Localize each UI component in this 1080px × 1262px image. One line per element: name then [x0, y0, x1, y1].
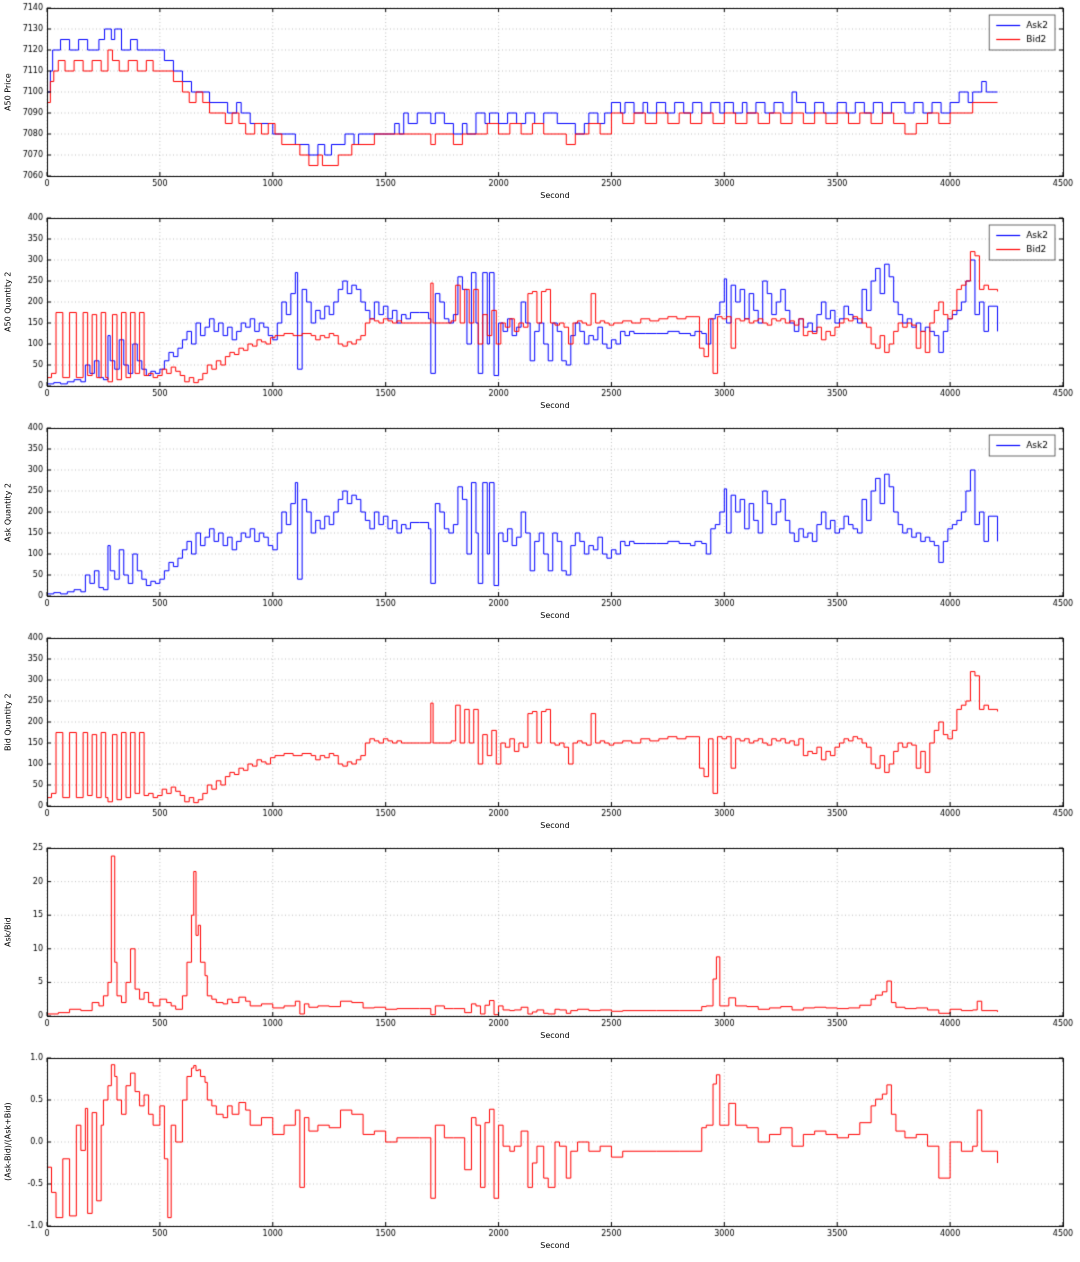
- subplot-imbalance: (Ask-Bid)/(Ask+Bid) Second: [0, 1050, 1080, 1260]
- a50-price-plot-area: [0, 0, 1080, 210]
- x-axis-label: Second: [540, 1031, 570, 1040]
- y-axis-label: A50 Quantity 2: [3, 271, 13, 333]
- subplot-ask-bid-ratio: Ask/Bid Second: [0, 840, 1080, 1050]
- ask-bid-ratio-plot-area: [0, 840, 1080, 1050]
- subplot-a50-price: A50 Price Second: [0, 0, 1080, 210]
- bid-quantity-plot-area: [0, 630, 1080, 840]
- y-axis-label: (Ask-Bid)/(Ask+Bid): [3, 1102, 13, 1182]
- y-axis-label: Ask Quantity 2: [3, 482, 13, 542]
- x-axis-label: Second: [540, 1241, 570, 1250]
- y-axis-label: A50 Price: [3, 73, 13, 111]
- imbalance-plot-area: [0, 1050, 1080, 1260]
- ask-quantity-plot-area: [0, 420, 1080, 630]
- x-axis-label: Second: [540, 821, 570, 830]
- subplot-a50-quantity: A50 Quantity 2 Second: [0, 210, 1080, 420]
- x-axis-label: Second: [540, 401, 570, 410]
- y-axis-label: Ask/Bid: [3, 917, 13, 947]
- subplot-bid-quantity: Bid Quantity 2 Second: [0, 630, 1080, 840]
- subplot-ask-quantity: Ask Quantity 2 Second: [0, 420, 1080, 630]
- y-axis-label: Bid Quantity 2: [3, 693, 13, 751]
- x-axis-label: Second: [540, 191, 570, 200]
- a50-quantity-plot-area: [0, 210, 1080, 420]
- x-axis-label: Second: [540, 611, 570, 620]
